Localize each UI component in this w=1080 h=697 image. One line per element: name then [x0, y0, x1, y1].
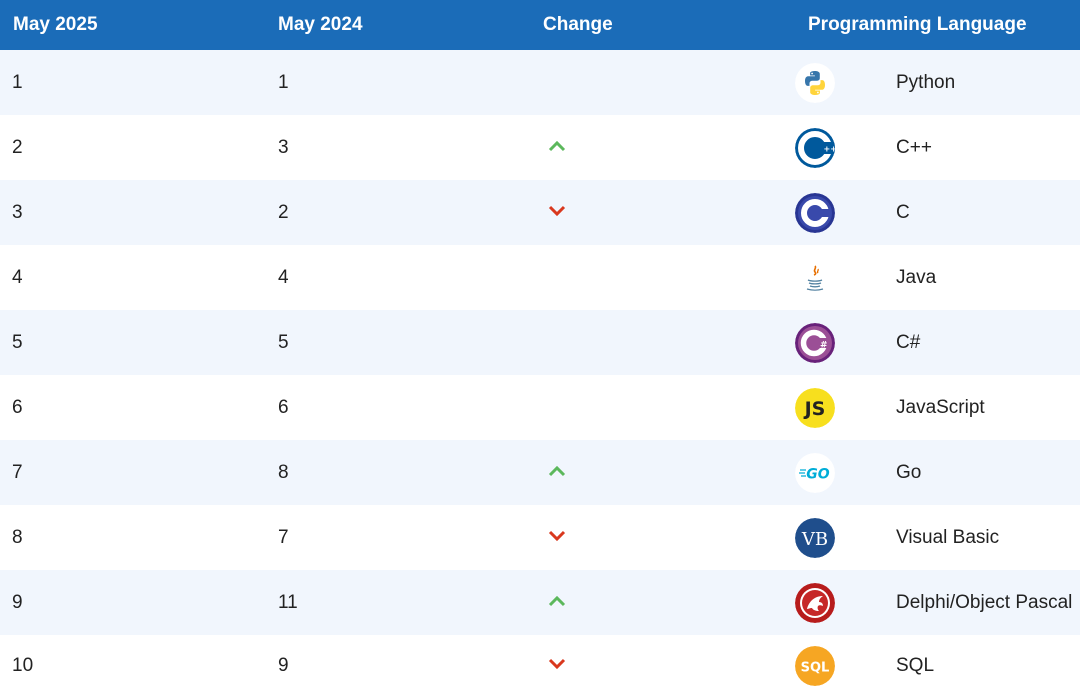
- table-row[interactable]: 2 3 ++ C++: [0, 115, 1080, 180]
- arrow-up-icon: [548, 462, 566, 476]
- language-name[interactable]: Python: [896, 71, 956, 93]
- change-cell: [530, 50, 795, 115]
- java-logo-icon: [795, 257, 835, 298]
- table-row[interactable]: 1 1 Python: [0, 50, 1080, 115]
- table-row[interactable]: 7 8 GO Go: [0, 440, 1080, 505]
- language-cell: # C#: [795, 310, 1080, 375]
- javascript-logo-icon: JS: [795, 387, 835, 428]
- language-wrapper: # C#: [795, 322, 1080, 363]
- rank-may-2025: 10: [12, 655, 34, 676]
- rank-may-2025: 6: [12, 396, 23, 418]
- column-header-may-2025[interactable]: May 2025: [13, 14, 98, 35]
- language-name[interactable]: C#: [896, 331, 921, 353]
- change-cell: [530, 180, 795, 245]
- arrow-up-icon: [548, 592, 566, 606]
- svg-text:VB: VB: [801, 529, 828, 550]
- column-header-programming-language[interactable]: Programming Language: [808, 14, 1027, 35]
- change-cell: [530, 440, 795, 505]
- arrow-down-icon: [548, 527, 566, 541]
- language-name[interactable]: SQL: [896, 655, 935, 676]
- column-header-change[interactable]: Change: [543, 14, 613, 35]
- table-header-row: May 2025 May 2024 Change Programming Lan…: [0, 0, 1080, 50]
- language-cell: Java: [795, 245, 1080, 310]
- language-cell: Python: [795, 50, 1080, 115]
- language-wrapper: VB Visual Basic: [795, 517, 1080, 558]
- svg-text:GO: GO: [806, 466, 829, 482]
- python-logo-icon: [795, 62, 835, 103]
- change-cell: [530, 505, 795, 570]
- language-wrapper: SQL SQL: [795, 646, 1080, 686]
- sql-logo-icon: SQL: [795, 646, 835, 686]
- language-wrapper: Python: [795, 62, 1080, 103]
- language-cell: GO Go: [795, 440, 1080, 505]
- change-cell: [530, 115, 795, 180]
- table-row[interactable]: 3 2 C: [0, 180, 1080, 245]
- rank-may-2025: 5: [12, 331, 23, 353]
- rank-may-2025: 3: [12, 201, 23, 223]
- change-cell: [530, 375, 795, 440]
- rank-may-2024: 11: [278, 591, 298, 613]
- svg-text:#: #: [820, 340, 828, 350]
- language-cell: C: [795, 180, 1080, 245]
- csharp-logo-icon: #: [795, 322, 835, 363]
- svg-text:JS: JS: [803, 398, 826, 420]
- rank-may-2025: 4: [12, 266, 23, 288]
- table-row[interactable]: 4 4 Java: [0, 245, 1080, 310]
- go-logo-icon: GO: [795, 452, 835, 493]
- rank-may-2024: 7: [278, 526, 289, 548]
- language-cell: Delphi/Object Pascal: [795, 570, 1080, 635]
- cpp-logo-icon: ++: [795, 127, 836, 168]
- language-cell: ++ C++: [795, 115, 1080, 180]
- change-cell: [530, 245, 795, 310]
- rank-may-2025: 7: [12, 461, 23, 483]
- rank-may-2024: 9: [278, 655, 289, 676]
- change-cell: [530, 310, 795, 375]
- svg-text:++: ++: [824, 144, 836, 153]
- rank-may-2024: 2: [278, 201, 289, 223]
- language-name[interactable]: Delphi/Object Pascal: [896, 591, 1073, 613]
- rank-may-2025: 8: [12, 526, 23, 548]
- change-cell: [530, 570, 795, 635]
- rank-may-2024: 4: [278, 266, 289, 288]
- table-row[interactable]: 8 7 VB Visual Basic: [0, 505, 1080, 570]
- arrow-down-icon: [548, 655, 566, 670]
- language-wrapper: GO Go: [795, 452, 1080, 493]
- language-name[interactable]: Visual Basic: [896, 526, 1000, 548]
- language-cell: JS JavaScript: [795, 375, 1080, 440]
- table-row[interactable]: 10 9 SQL SQL: [0, 635, 1080, 697]
- table-row[interactable]: 9 11 Delphi/Object Pascal: [0, 570, 1080, 635]
- column-header-may-2024[interactable]: May 2024: [278, 14, 363, 35]
- rank-may-2024: 6: [278, 396, 289, 418]
- rank-may-2024: 1: [278, 71, 289, 93]
- language-name[interactable]: JavaScript: [896, 396, 985, 418]
- rank-may-2024: 5: [278, 331, 289, 353]
- language-name[interactable]: C++: [896, 136, 932, 158]
- change-cell: [530, 635, 795, 697]
- language-name[interactable]: Java: [896, 266, 937, 288]
- rank-may-2025: 2: [12, 136, 23, 158]
- delphi-logo-icon: [795, 582, 835, 623]
- arrow-down-icon: [548, 202, 566, 216]
- language-wrapper: C: [795, 192, 1080, 233]
- language-name[interactable]: Go: [896, 461, 922, 483]
- language-wrapper: JS JavaScript: [795, 387, 1080, 428]
- language-wrapper: Java: [795, 257, 1080, 298]
- visual-basic-logo-icon: VB: [795, 517, 835, 558]
- table-row[interactable]: 5 5 # C#: [0, 310, 1080, 375]
- rank-may-2025: 9: [12, 591, 23, 613]
- rank-may-2025: 1: [12, 71, 23, 93]
- language-name[interactable]: C: [896, 201, 910, 223]
- rank-may-2024: 3: [278, 136, 289, 158]
- c-logo-icon: [795, 192, 835, 233]
- table-row[interactable]: 6 6 JS JavaScript: [0, 375, 1080, 440]
- language-cell: SQL SQL: [795, 635, 1080, 697]
- language-wrapper: ++ C++: [795, 127, 1080, 168]
- rank-may-2024: 8: [278, 461, 289, 483]
- arrow-up-icon: [548, 137, 566, 151]
- svg-text:SQL: SQL: [801, 661, 830, 676]
- language-wrapper: Delphi/Object Pascal: [795, 582, 1080, 623]
- language-cell: VB Visual Basic: [795, 505, 1080, 570]
